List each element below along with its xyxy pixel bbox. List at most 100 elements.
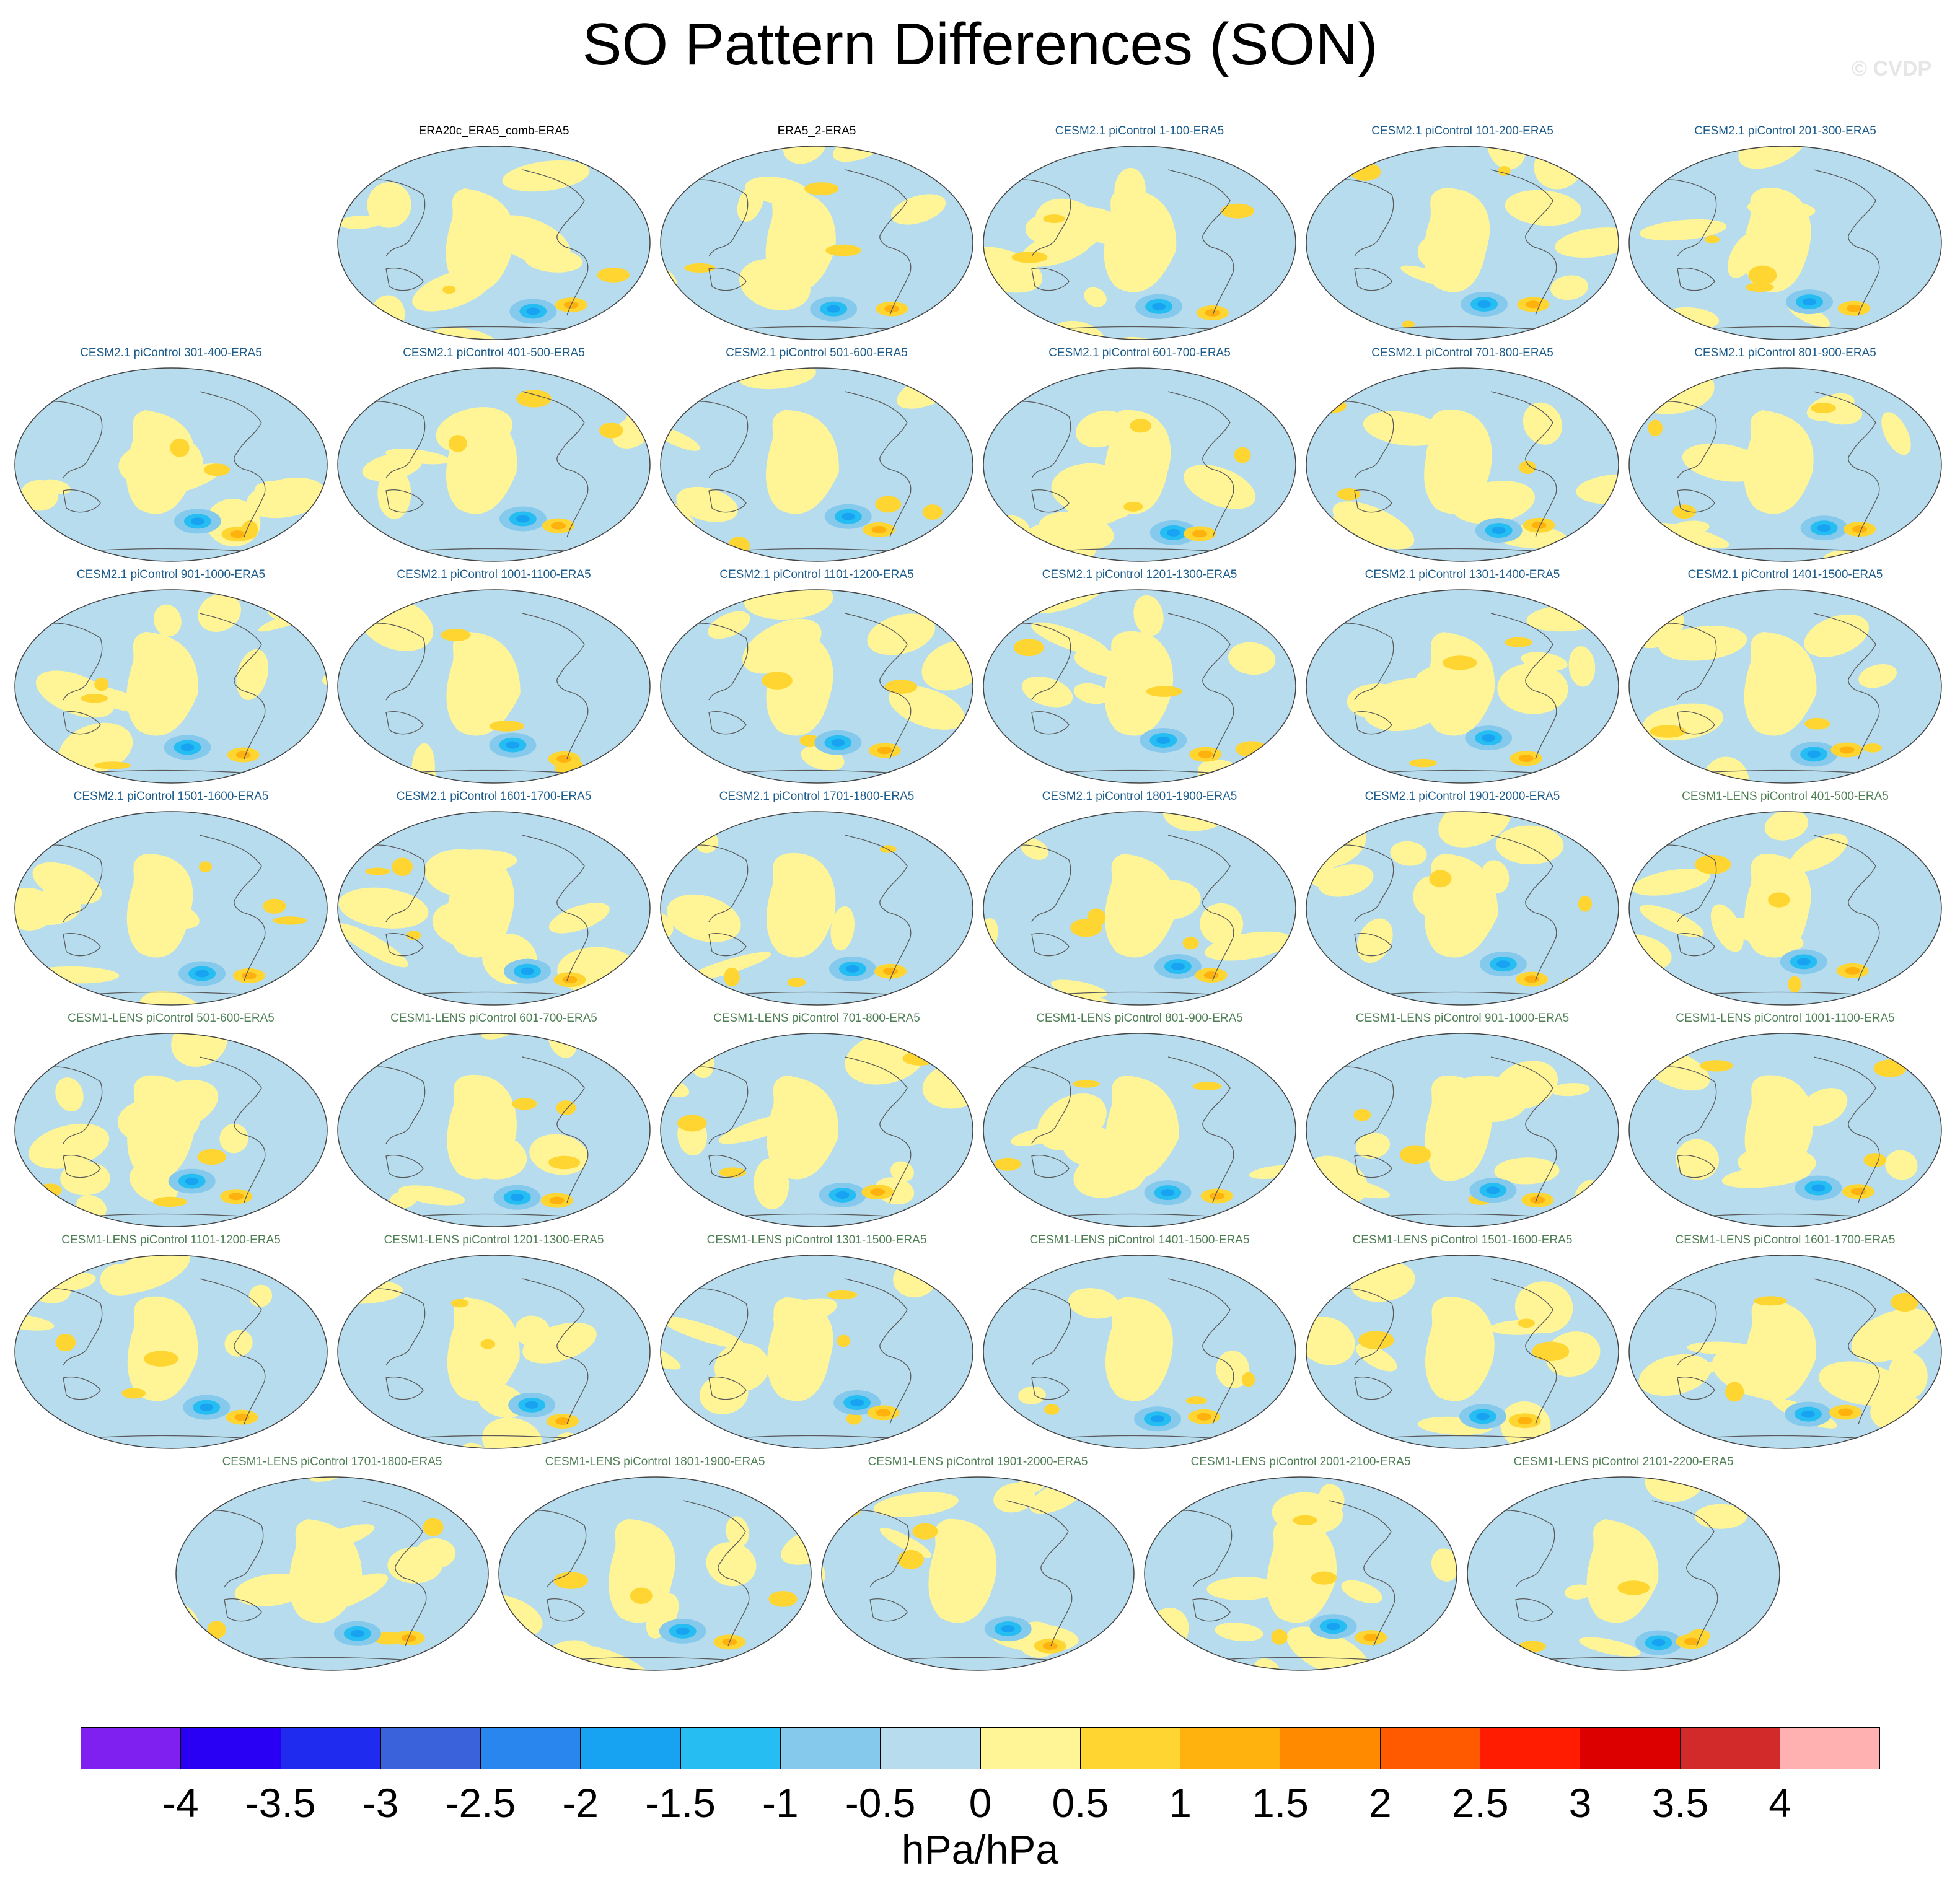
map-plot [175,1476,489,1671]
map-panel: CESM2.1 piControl 1201-1300-ERA5 [980,567,1299,788]
colorbar [81,1727,1880,1769]
panel-title: CESM2.1 piControl 201-300-ERA5 [1694,125,1876,138]
panel-title: CESM1-LENS piControl 1601-1700-ERA5 [1675,1233,1896,1247]
colorbar-tick-label: -2.5 [445,1780,516,1826]
map-plot [1628,146,1942,340]
panel-title: CESM1-LENS piControl 1001-1100-ERA5 [1676,1012,1895,1025]
map-plot [1628,1033,1942,1227]
map-plot [983,1033,1296,1227]
colorbar-tick-label: 0.5 [1052,1780,1109,1826]
map-plot [1628,811,1942,1006]
map-panel: CESM2.1 piControl 1-100-ERA5 [980,124,1299,344]
map-panel: CESM1-LENS piControl 2001-2100-ERA5 [1141,1455,1461,1675]
panel-title: CESM2.1 piControl 1701-1800-ERA5 [719,790,915,803]
panel-title: CESM2.1 piControl 401-500-ERA5 [403,346,585,359]
colorbar-bin [680,1728,781,1769]
map-plot [660,589,973,784]
map-plot [660,146,973,340]
panel-title: CESM1-LENS piControl 2001-2100-ERA5 [1190,1455,1411,1468]
map-plot [1628,1255,1942,1449]
map-plot [1628,367,1942,562]
map-plot [337,811,651,1006]
colorbar-tick-label: -2 [562,1780,599,1826]
colorbar-tick-label: 2 [1368,1780,1392,1826]
map-panel: CESM1-LENS piControl 701-800-ERA5 [657,1011,977,1232]
map-panel: CESM1-LENS piControl 1501-1600-ERA5 [1303,1233,1622,1453]
map-panel: CESM1-LENS piControl 1401-1500-ERA5 [980,1233,1299,1453]
map-panel: CESM1-LENS piControl 1101-1200-ERA5 [11,1233,331,1453]
map-panel: CESM2.1 piControl 1501-1600-ERA5 [11,789,331,1010]
map-plot [983,589,1296,784]
colorbar-bin [780,1728,881,1769]
colorbar-bin [1380,1728,1480,1769]
map-panel: CESM1-LENS piControl 1901-2000-ERA5 [818,1455,1138,1675]
panel-title: CESM1-LENS piControl 1301-1500-ERA5 [706,1233,927,1247]
colorbar-bin [281,1728,381,1769]
map-panel: CESM1-LENS piControl 801-900-ERA5 [980,1011,1299,1232]
panel-title: CESM2.1 piControl 1201-1300-ERA5 [1042,568,1237,581]
colorbar-bin [1180,1728,1281,1769]
map-panel: CESM2.1 piControl 501-600-ERA5 [657,346,977,566]
panel-title: CESM2.1 piControl 301-400-ERA5 [80,346,262,359]
map-plot [1306,367,1619,562]
colorbar-tick-label: 0 [969,1780,992,1826]
panel-title: CESM1-LENS piControl 1901-2000-ERA5 [868,1455,1088,1468]
map-panel: CESM2.1 piControl 801-900-ERA5 [1625,346,1945,566]
map-plot [660,367,973,562]
map-panel: CESM2.1 piControl 1001-1100-ERA5 [334,567,654,788]
colorbar-bin [1080,1728,1181,1769]
map-plot [14,1255,328,1449]
colorbar-bin [1780,1728,1880,1769]
map-panel: CESM2.1 piControl 1301-1400-ERA5 [1303,567,1622,788]
map-panel: CESM2.1 piControl 401-500-ERA5 [334,346,654,566]
map-panel: CESM2.1 piControl 1401-1500-ERA5 [1625,567,1945,788]
colorbar-tick-label: -0.5 [845,1780,916,1826]
map-plot [337,1255,651,1449]
panel-title: CESM2.1 piControl 1501-1600-ERA5 [73,790,269,803]
colorbar-bin [1480,1728,1581,1769]
colorbar-ticks: -4 -3.5 -3 -2.5 -2 -1.5 -1 -0.5 0 0.5 1 1.5 2 2.5 3 3.5… [0,1778,1960,1828]
map-plot [337,367,651,562]
colorbar-bin [81,1728,182,1769]
map-plot [14,811,328,1006]
colorbar-tick-label: 4 [1769,1780,1792,1826]
panel-title: CESM2.1 piControl 701-800-ERA5 [1371,346,1553,359]
map-plot [1467,1476,1780,1671]
map-panel: CESM2.1 piControl 1801-1900-ERA5 [980,789,1299,1010]
watermark: © CVDP [1852,57,1931,81]
map-panel: CESM1-LENS piControl 501-600-ERA5 [11,1011,331,1232]
colorbar-bin [481,1728,581,1769]
panel-title: CESM2.1 piControl 801-900-ERA5 [1694,346,1876,359]
panel-title: CESM1-LENS piControl 1401-1500-ERA5 [1029,1233,1250,1247]
map-panel: CESM2.1 piControl 601-700-ERA5 [980,346,1299,566]
map-plot [337,146,651,340]
panel-title: CESM1-LENS piControl 601-700-ERA5 [390,1012,597,1025]
colorbar-tick-label: -3 [362,1780,399,1826]
map-panels: ERA20c_ERA5_comb-ERA5 ERA5_2-ERA5 CESM2.1 … [11,124,1945,1675]
map-panel: CESM2.1 piControl 1901-2000-ERA5 [1303,789,1622,1010]
map-plot [983,367,1296,562]
map-plot [1306,1033,1619,1227]
panel-title: CESM2.1 piControl 1101-1200-ERA5 [719,568,914,581]
map-panel: CESM2.1 piControl 301-400-ERA5 [11,346,331,566]
panel-title: CESM1-LENS piControl 1701-1800-ERA5 [222,1455,442,1468]
panel-title: CESM1-LENS piControl 501-600-ERA5 [68,1012,275,1025]
panel-title: CESM2.1 piControl 1601-1700-ERA5 [396,790,592,803]
map-panel: CESM1-LENS piControl 1801-1900-ERA5 [495,1455,815,1675]
colorbar-tick-label: -4 [162,1780,199,1826]
colorbar-bin [181,1728,281,1769]
panel-title: CESM2.1 piControl 1301-1400-ERA5 [1365,568,1560,581]
map-panel: CESM1-LENS piControl 1001-1100-ERA5 [1625,1011,1945,1232]
panel-title: CESM1-LENS piControl 2101-2200-ERA5 [1513,1455,1734,1468]
colorbar-bin [881,1728,981,1769]
map-panel: CESM1-LENS piControl 1601-1700-ERA5 [1625,1233,1945,1453]
colorbar-tick-label: 1.5 [1252,1780,1309,1826]
panel-title: CESM1-LENS piControl 1501-1600-ERA5 [1352,1233,1573,1247]
map-plot [337,1033,651,1227]
panel-title: CESM2.1 piControl 1401-1500-ERA5 [1687,568,1883,581]
map-panel: CESM2.1 piControl 1701-1800-ERA5 [657,789,977,1010]
panel-title: CESM2.1 piControl 1901-2000-ERA5 [1365,790,1560,803]
map-plot [1306,1255,1619,1449]
map-plot [983,1255,1296,1449]
panel-title: CESM1-LENS piControl 1201-1300-ERA5 [384,1233,604,1247]
